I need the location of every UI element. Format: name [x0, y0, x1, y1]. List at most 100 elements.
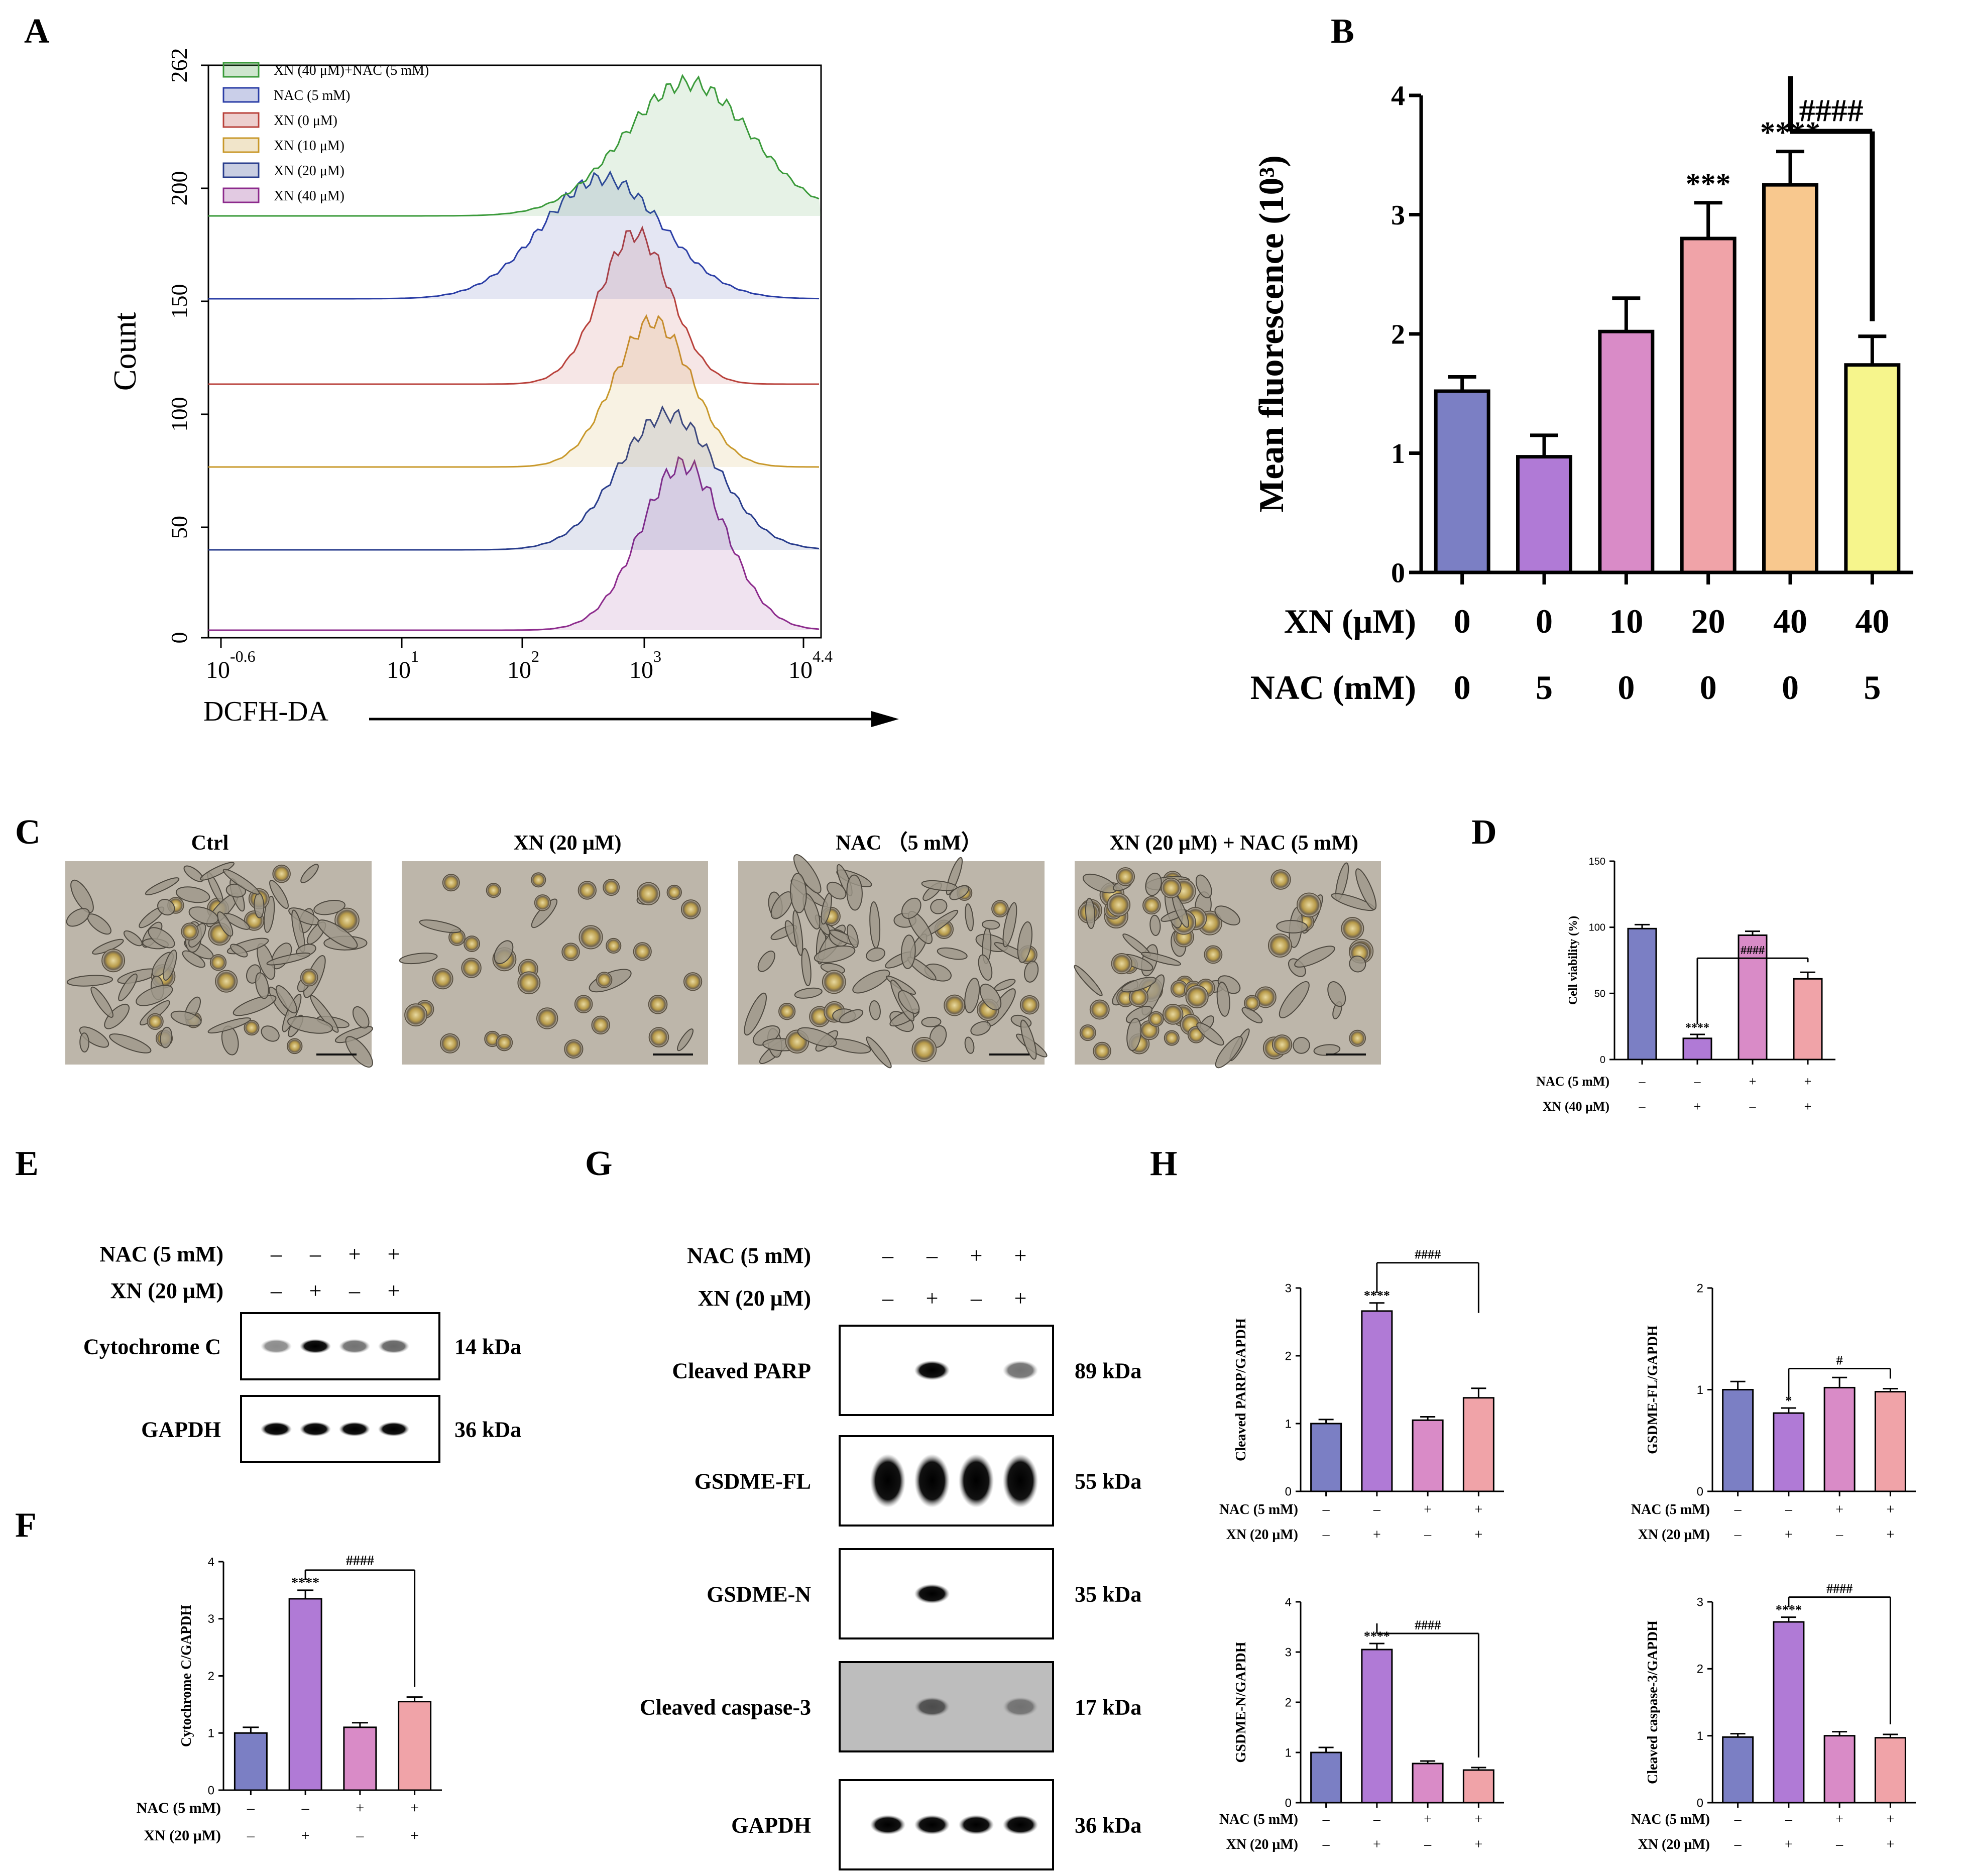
legend-label: XN (10 μM) — [274, 138, 344, 154]
round-cell — [440, 1033, 460, 1053]
spindle-cell — [898, 990, 920, 1014]
condition-value: – — [1734, 1837, 1742, 1852]
condition-value: – — [1424, 1837, 1432, 1852]
micrograph-image — [65, 861, 373, 1068]
bar — [1773, 1621, 1805, 1804]
histogram-fill — [208, 407, 821, 550]
y-tick-label: 100 — [166, 397, 192, 432]
bar — [343, 1726, 377, 1791]
condition-sign: + — [1014, 1243, 1027, 1268]
panel-letter-f: F — [15, 1506, 37, 1545]
round-cell — [1204, 945, 1223, 964]
condition-value: 0 — [1618, 668, 1635, 707]
spindle-cell — [275, 985, 297, 1014]
round-cell — [442, 874, 460, 892]
round-cell — [1111, 953, 1132, 975]
blot-kda: 14 kDa — [454, 1334, 521, 1359]
bracket-label: #### — [1826, 1582, 1853, 1596]
histogram-layers — [208, 74, 821, 631]
bar — [1361, 1310, 1393, 1492]
x-tick-label: 10 — [507, 657, 531, 683]
bar — [1598, 329, 1655, 574]
condition-sign: – — [349, 1278, 361, 1303]
y-tick-label: 0 — [166, 632, 192, 644]
round-cell — [1341, 917, 1364, 941]
spindle-cell — [282, 994, 302, 1032]
y-axis-label: GSDME-FL/GAPDH — [1645, 1325, 1661, 1454]
micrograph-image — [738, 854, 1048, 1069]
bar — [1722, 1736, 1754, 1804]
condition-label: NAC (5 mM) — [1219, 1502, 1298, 1517]
spindle-cell — [1196, 1022, 1224, 1046]
spindle-cell — [964, 1036, 975, 1054]
spindle-cell — [794, 987, 823, 999]
condition-value: – — [1373, 1812, 1381, 1827]
panel-h-gsdme-fl-chart: 0 1 2 GSDME-FL/GAPDH * # NAC (5 mM) – – + + XN (20 … — [1631, 1281, 1916, 1543]
significance-label: *** — [1686, 167, 1731, 200]
spindle-cell — [1279, 981, 1310, 1018]
condition-sign: + — [1014, 1286, 1027, 1311]
blot-band — [378, 1339, 410, 1354]
spindle-cell — [1327, 981, 1346, 1007]
spindle-cell — [814, 945, 856, 963]
spindle-cell — [287, 1016, 333, 1034]
condition-value: + — [1785, 1837, 1793, 1852]
histogram-line — [208, 225, 819, 385]
blot-label: Cleaved caspase-3 — [640, 1695, 811, 1719]
micrograph-image — [1074, 861, 1381, 1069]
condition-value: – — [1785, 1502, 1793, 1517]
spindle-cell — [170, 1010, 202, 1026]
x-tick-label: 10 — [387, 657, 411, 683]
bar — [1462, 1397, 1494, 1492]
spindle-cell — [70, 879, 94, 913]
condition-value: 0 — [1700, 668, 1717, 707]
bracket-label: #### — [1799, 93, 1864, 129]
y-tick-label: 3 — [1285, 1281, 1292, 1295]
round-cell — [1185, 985, 1209, 1009]
bar — [1823, 1386, 1856, 1492]
condition-value: + — [301, 1827, 310, 1844]
condition-value: + — [1785, 1527, 1793, 1543]
condition-label: NAC (5 mM) — [1219, 1812, 1298, 1827]
round-cell — [561, 943, 580, 961]
legend-swatch — [222, 137, 260, 153]
round-cell — [591, 1015, 610, 1035]
bar — [1462, 1769, 1494, 1804]
x-axis-label: DCFH-DA — [203, 696, 328, 727]
spindle-cell — [846, 874, 863, 911]
round-cell — [1296, 892, 1322, 917]
panel-letter-g: G — [585, 1144, 612, 1183]
round-cell — [944, 994, 966, 1016]
blot-band — [870, 1815, 906, 1835]
y-axis-ticks: 0 50 100 150 200 262 — [166, 48, 208, 644]
condition-value: + — [1886, 1812, 1894, 1827]
spindle-cell — [1241, 1007, 1263, 1023]
spindle-cell — [826, 881, 847, 900]
spindle-cell — [207, 1017, 251, 1034]
y-axis-label: Cell viability (%) — [1567, 916, 1580, 1005]
arrow-head — [871, 711, 899, 727]
condition-value: + — [410, 1827, 419, 1844]
spindle-cell — [949, 885, 969, 900]
round-cell — [574, 995, 593, 1013]
micrograph-title-nac: NAC （5 mM） — [836, 831, 982, 855]
round-cell — [1079, 1024, 1096, 1041]
spindle-cell — [66, 908, 90, 927]
spindle-cell — [266, 952, 311, 966]
condition-label: NAC (5 mM) — [99, 1242, 223, 1266]
condition-label: XN (20 μM) — [1226, 1837, 1298, 1852]
blot-band — [1002, 1697, 1038, 1717]
condition-value: + — [1424, 1812, 1432, 1827]
histogram-line — [208, 170, 820, 300]
panel-c-micrographs: Ctrl XN (20 μM) NAC （5 mM） XN (20 μM) + … — [65, 831, 1381, 1069]
y-tick-label: 0 — [1285, 1796, 1292, 1810]
y-tick-label: 2 — [1285, 1696, 1292, 1709]
spindle-cell — [937, 947, 968, 960]
condition-value: + — [1835, 1502, 1843, 1517]
bar — [1793, 978, 1823, 1061]
y-axis-label: GSDME-N/GAPDH — [1233, 1642, 1249, 1763]
blot-band — [299, 1339, 331, 1354]
legend-swatch — [222, 87, 260, 103]
condition-sign: – — [882, 1243, 894, 1268]
spindle-cell — [900, 934, 916, 969]
